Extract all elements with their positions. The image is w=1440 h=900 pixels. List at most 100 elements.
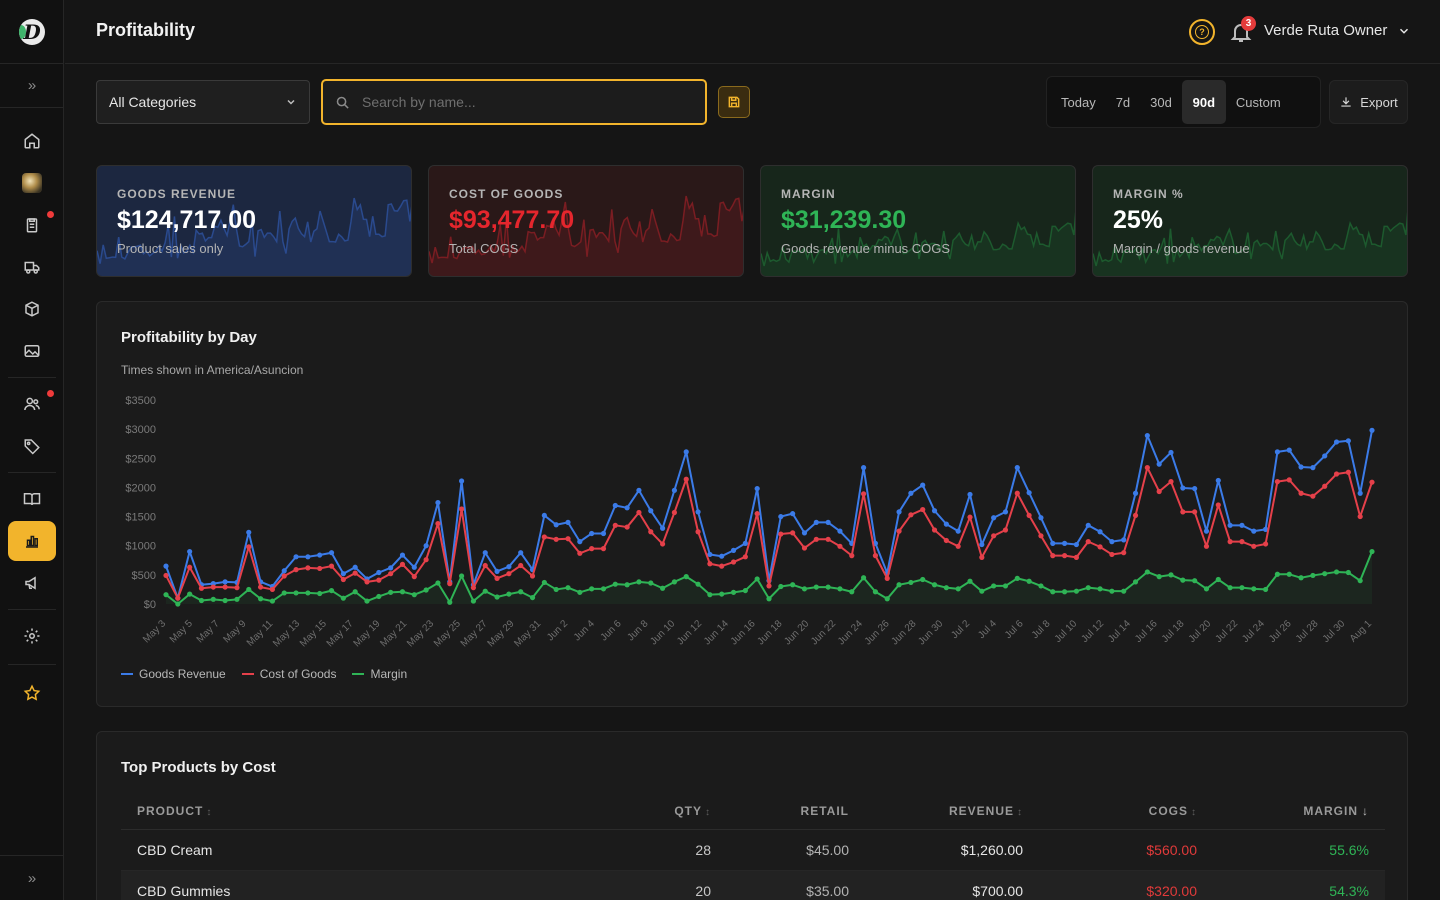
data-point[interactable]	[683, 449, 689, 455]
data-point[interactable]	[317, 565, 323, 572]
data-point[interactable]	[778, 531, 784, 537]
data-point[interactable]	[198, 585, 205, 591]
data-point[interactable]	[1322, 571, 1328, 577]
data-point[interactable]	[884, 596, 890, 602]
data-point[interactable]	[600, 586, 607, 592]
data-point[interactable]	[1298, 464, 1304, 470]
data-point[interactable]	[979, 554, 985, 560]
data-point[interactable]	[447, 599, 453, 605]
data-point[interactable]	[423, 543, 429, 549]
export-button[interactable]: Export	[1329, 80, 1408, 124]
data-point[interactable]	[1121, 537, 1127, 543]
data-point[interactable]	[707, 551, 713, 558]
data-point[interactable]	[1203, 528, 1210, 534]
data-point[interactable]	[719, 591, 725, 597]
range-button-30d[interactable]: 30d	[1150, 94, 1172, 110]
data-point[interactable]	[872, 589, 879, 595]
data-point[interactable]	[943, 521, 949, 527]
data-point[interactable]	[955, 586, 961, 592]
table-row[interactable]: CBD Gummies 20 $35.00 $700.00 $320.00 54.3%	[121, 871, 1385, 900]
data-point[interactable]	[1286, 477, 1292, 483]
data-point[interactable]	[1097, 529, 1103, 535]
data-point[interactable]	[317, 590, 323, 597]
data-point[interactable]	[967, 491, 973, 498]
data-point[interactable]	[837, 543, 843, 549]
data-point[interactable]	[624, 524, 630, 530]
data-point[interactable]	[1322, 453, 1328, 459]
data-point[interactable]	[754, 576, 760, 582]
data-point[interactable]	[979, 541, 985, 548]
data-point[interactable]	[175, 601, 181, 607]
data-point[interactable]	[257, 596, 264, 602]
data-point[interactable]	[1156, 574, 1162, 580]
data-point[interactable]	[813, 519, 819, 525]
data-point[interactable]	[754, 485, 760, 492]
user-menu[interactable]: Verde Ruta Owner	[1264, 22, 1411, 39]
data-point[interactable]	[1144, 465, 1150, 471]
sidebar-item-home[interactable]	[8, 121, 56, 161]
data-point[interactable]	[1002, 527, 1009, 533]
data-point[interactable]	[1286, 571, 1292, 577]
data-point[interactable]	[1369, 427, 1375, 433]
data-point[interactable]	[328, 587, 335, 594]
data-point[interactable]	[506, 564, 512, 570]
data-point[interactable]	[600, 530, 607, 537]
data-point[interactable]	[1061, 553, 1068, 559]
legend-item[interactable]: Goods Revenue	[121, 667, 226, 681]
data-point[interactable]	[790, 582, 796, 588]
data-point[interactable]	[1132, 512, 1139, 519]
data-point[interactable]	[163, 572, 169, 579]
data-point[interactable]	[1026, 512, 1032, 519]
data-point[interactable]	[281, 568, 287, 574]
data-point[interactable]	[1002, 509, 1009, 515]
sidebar-item-delivery[interactable]	[8, 247, 56, 287]
data-point[interactable]	[529, 573, 536, 579]
data-point[interactable]	[825, 536, 831, 542]
data-point[interactable]	[636, 579, 642, 585]
data-point[interactable]	[1121, 550, 1127, 556]
data-point[interactable]	[541, 534, 547, 540]
data-point[interactable]	[695, 581, 701, 587]
data-point[interactable]	[1156, 488, 1162, 495]
data-point[interactable]	[411, 592, 417, 598]
data-point[interactable]	[730, 547, 737, 553]
sidebar-item-customers[interactable]	[8, 384, 56, 424]
data-point[interactable]	[955, 543, 961, 549]
column-header-product[interactable]: PRODUCT ↕	[137, 803, 213, 818]
search-field[interactable]	[321, 79, 707, 125]
data-point[interactable]	[849, 553, 855, 559]
data-point[interactable]	[1168, 479, 1174, 485]
data-point[interactable]	[210, 584, 216, 590]
data-point[interactable]	[175, 595, 181, 601]
data-point[interactable]	[695, 529, 701, 535]
data-point[interactable]	[246, 529, 252, 535]
data-point[interactable]	[518, 562, 524, 569]
data-point[interactable]	[411, 574, 417, 580]
data-point[interactable]	[1073, 554, 1080, 560]
data-point[interactable]	[1180, 485, 1186, 491]
data-point[interactable]	[813, 584, 819, 590]
data-point[interactable]	[1262, 586, 1269, 593]
data-point[interactable]	[317, 552, 323, 558]
data-point[interactable]	[671, 487, 678, 493]
data-point[interactable]	[1369, 479, 1375, 485]
data-point[interactable]	[388, 589, 394, 595]
data-point[interactable]	[553, 536, 559, 542]
data-point[interactable]	[553, 586, 559, 593]
data-point[interactable]	[340, 576, 346, 583]
data-point[interactable]	[1357, 513, 1363, 520]
data-point[interactable]	[1109, 539, 1115, 545]
data-point[interactable]	[494, 568, 500, 574]
category-select[interactable]: All Categories	[96, 80, 310, 124]
data-point[interactable]	[1085, 585, 1091, 591]
data-point[interactable]	[458, 478, 465, 484]
data-point[interactable]	[553, 522, 559, 528]
data-point[interactable]	[1262, 526, 1269, 532]
data-point[interactable]	[1038, 515, 1044, 521]
data-point[interactable]	[1357, 578, 1363, 584]
data-point[interactable]	[1215, 477, 1221, 484]
data-point[interactable]	[991, 583, 997, 589]
data-point[interactable]	[352, 570, 358, 576]
data-point[interactable]	[565, 536, 571, 542]
data-point[interactable]	[1322, 483, 1328, 489]
